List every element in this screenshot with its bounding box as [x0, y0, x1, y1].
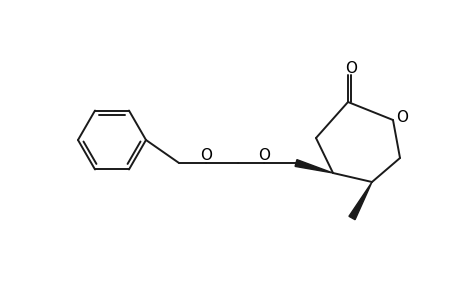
Polygon shape	[294, 160, 332, 173]
Text: O: O	[200, 148, 212, 163]
Text: O: O	[257, 148, 269, 163]
Text: O: O	[395, 110, 407, 125]
Text: O: O	[344, 61, 356, 76]
Polygon shape	[348, 182, 371, 220]
